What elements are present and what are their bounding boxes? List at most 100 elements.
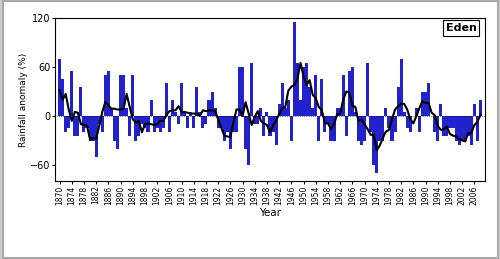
Bar — [382, 116, 384, 140]
Bar — [464, 116, 466, 140]
Bar — [427, 83, 430, 116]
Bar — [278, 104, 280, 116]
Bar — [119, 75, 122, 116]
Bar — [354, 112, 357, 116]
Bar — [460, 116, 464, 140]
Bar — [372, 116, 375, 165]
Bar — [131, 75, 134, 116]
Bar — [250, 63, 253, 116]
Bar — [332, 116, 336, 140]
Bar — [470, 116, 473, 145]
Bar — [448, 116, 452, 128]
Bar — [180, 83, 183, 116]
Bar — [196, 88, 198, 116]
Bar — [280, 83, 283, 116]
Bar — [415, 108, 418, 116]
X-axis label: Year: Year — [259, 208, 281, 218]
Bar — [421, 92, 424, 116]
Bar — [476, 116, 479, 140]
Bar — [92, 116, 94, 140]
Bar — [222, 116, 226, 140]
Bar — [342, 75, 344, 116]
Bar — [363, 116, 366, 140]
Bar — [424, 92, 427, 116]
Bar — [177, 116, 180, 124]
Bar — [61, 79, 64, 116]
Bar — [311, 108, 314, 116]
Bar — [344, 116, 348, 136]
Bar — [168, 116, 171, 132]
Bar — [67, 116, 70, 128]
Bar — [324, 116, 326, 132]
Bar — [214, 108, 216, 116]
Bar — [146, 116, 150, 132]
Bar — [253, 116, 256, 124]
Bar — [268, 116, 272, 136]
Bar — [80, 88, 82, 116]
Bar — [64, 116, 67, 132]
Bar — [88, 116, 92, 140]
Bar — [74, 116, 76, 136]
Bar — [400, 59, 402, 116]
Bar — [348, 71, 351, 116]
Bar — [366, 63, 369, 116]
Bar — [216, 116, 220, 128]
Bar — [442, 116, 446, 136]
Bar — [390, 116, 394, 140]
Text: Eden: Eden — [446, 23, 476, 33]
Bar — [360, 116, 363, 145]
Bar — [351, 67, 354, 116]
Bar — [402, 112, 406, 116]
Bar — [244, 116, 247, 149]
Y-axis label: Rainfall anomaly (%): Rainfall anomaly (%) — [18, 53, 28, 147]
Bar — [158, 116, 162, 132]
Bar — [198, 112, 202, 116]
Bar — [100, 116, 104, 132]
Bar — [284, 108, 287, 116]
Bar — [369, 116, 372, 132]
Bar — [260, 108, 262, 116]
Bar — [232, 116, 235, 132]
Bar — [384, 108, 388, 116]
Bar — [394, 116, 396, 132]
Bar — [70, 71, 73, 116]
Bar — [314, 75, 318, 116]
Bar — [183, 112, 186, 116]
Bar — [454, 116, 458, 140]
Bar — [220, 116, 222, 128]
Bar — [186, 116, 189, 128]
Bar — [94, 116, 98, 157]
Bar — [165, 83, 168, 116]
Bar — [320, 79, 324, 116]
Bar — [140, 116, 143, 124]
Bar — [82, 116, 86, 132]
Bar — [76, 116, 80, 136]
Bar — [238, 67, 241, 116]
Bar — [226, 116, 229, 132]
Bar — [204, 116, 208, 124]
Bar — [128, 116, 131, 136]
Bar — [418, 116, 421, 132]
Bar — [290, 116, 293, 140]
Bar — [296, 63, 299, 116]
Bar — [318, 116, 320, 140]
Bar — [396, 88, 400, 116]
Bar — [440, 104, 442, 116]
Bar — [336, 108, 338, 116]
Bar — [466, 116, 470, 136]
Bar — [357, 116, 360, 140]
Bar — [375, 116, 378, 173]
Bar — [210, 92, 214, 116]
Bar — [58, 59, 61, 116]
Bar — [409, 116, 412, 132]
Bar — [241, 67, 244, 116]
Bar — [171, 100, 174, 116]
Bar — [378, 116, 382, 140]
Bar — [266, 112, 268, 116]
Bar — [125, 108, 128, 116]
Bar — [406, 116, 409, 128]
Bar — [293, 22, 296, 116]
Bar — [262, 116, 266, 136]
Bar — [107, 71, 110, 116]
Bar — [433, 116, 436, 132]
